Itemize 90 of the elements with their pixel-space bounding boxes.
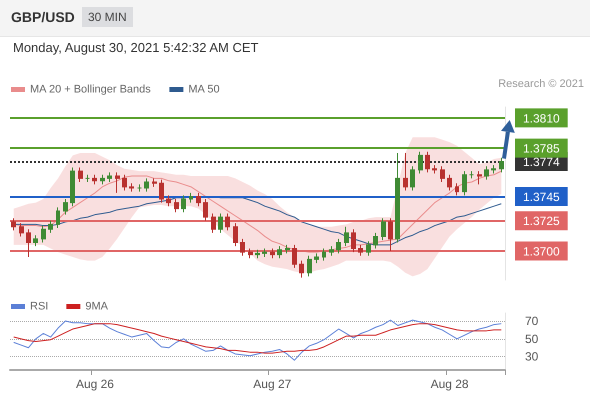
y-tick-label: 30	[525, 350, 539, 364]
candlestick	[314, 252, 319, 264]
candlestick	[403, 152, 408, 191]
candlestick	[33, 234, 38, 247]
candlestick	[122, 174, 127, 191]
candlestick	[26, 228, 31, 258]
y-tick-label: 1.3774	[523, 154, 560, 169]
candlestick	[491, 164, 496, 174]
candlestick	[484, 166, 489, 180]
y-tick-label: 1.3745	[523, 190, 560, 204]
candlestick	[159, 179, 164, 204]
candlestick	[462, 170, 467, 196]
y-tick-label: 1.3725	[523, 214, 560, 228]
y-tick-label: 50	[525, 332, 539, 346]
chart-title: GBP/USD	[11, 9, 75, 25]
candlestick	[181, 194, 186, 213]
candlestick	[70, 166, 75, 207]
candlestick	[455, 182, 459, 196]
line-series	[13, 170, 502, 253]
candlestick	[56, 206, 60, 228]
y-tick-label: 1.3810	[523, 111, 560, 126]
candlestick	[447, 174, 452, 191]
candlestick	[499, 157, 504, 173]
candlestick	[196, 192, 201, 207]
candlestick	[152, 178, 157, 188]
legend-label: MA 50	[188, 84, 220, 96]
candlestick	[233, 222, 238, 247]
legend-label: MA 20 + Bollinger Bands	[30, 84, 152, 96]
candlestick	[366, 240, 371, 256]
candlestick	[388, 218, 393, 252]
y-tick-label: 1.3785	[523, 142, 560, 156]
candlestick	[92, 174, 97, 185]
candlestick	[270, 248, 275, 259]
candlestick	[425, 151, 430, 173]
line-series	[13, 320, 502, 361]
text: 30 MIN	[82, 7, 133, 27]
candlestick	[248, 248, 253, 259]
candlestick	[395, 152, 400, 243]
candlestick	[373, 232, 378, 250]
legend-label: 9MA	[85, 300, 109, 312]
candlestick	[144, 178, 149, 192]
candlestick	[336, 238, 341, 254]
candlestick	[211, 212, 216, 234]
y-tick-label: 70	[525, 314, 539, 328]
candlestick	[19, 222, 24, 237]
candlestick	[115, 172, 120, 194]
candlestick	[262, 248, 267, 258]
candlestick	[440, 166, 445, 183]
candlestick	[477, 170, 482, 185]
chart-subtitle: Monday, August 30, 2021 5:42:32 AM CET	[13, 40, 258, 55]
candlestick	[307, 255, 312, 277]
x-tick-label: Aug 27	[253, 377, 292, 391]
candlestick	[174, 198, 179, 213]
candlestick	[255, 249, 260, 259]
candlestick	[469, 170, 474, 179]
candlestick	[166, 194, 171, 207]
y-tick-label: 1.3700	[523, 244, 560, 258]
candlestick	[358, 244, 363, 256]
candlestick	[322, 248, 326, 262]
candlestick	[329, 246, 334, 256]
candlestick	[100, 174, 105, 185]
x-tick-label: Aug 28	[430, 377, 469, 391]
candlestick	[218, 212, 223, 234]
candlestick	[48, 220, 53, 234]
candlestick	[225, 212, 230, 231]
candlestick	[129, 182, 134, 192]
candlestick	[292, 244, 297, 268]
candlestick	[344, 226, 349, 247]
candlestick	[432, 164, 437, 174]
candlestick	[85, 174, 90, 183]
line-series	[13, 323, 502, 354]
candlestick	[277, 246, 282, 259]
text: Research © 2021	[498, 78, 584, 90]
x-tick-label: Aug 26	[76, 377, 114, 391]
candlestick	[418, 151, 423, 174]
candlestick	[240, 238, 245, 256]
candlestick	[285, 244, 290, 254]
candlestick	[137, 184, 142, 192]
candlestick	[410, 166, 415, 191]
candlestick	[107, 172, 112, 183]
candlestick	[63, 198, 68, 216]
candlestick	[78, 166, 83, 183]
candlestick	[41, 225, 46, 243]
candlestick	[351, 228, 356, 253]
candlestick	[381, 218, 386, 241]
candlestick	[11, 218, 16, 231]
candlestick	[189, 192, 193, 204]
candlestick	[299, 260, 304, 278]
candlestick	[203, 198, 208, 222]
legend-label: RSI	[30, 300, 48, 312]
